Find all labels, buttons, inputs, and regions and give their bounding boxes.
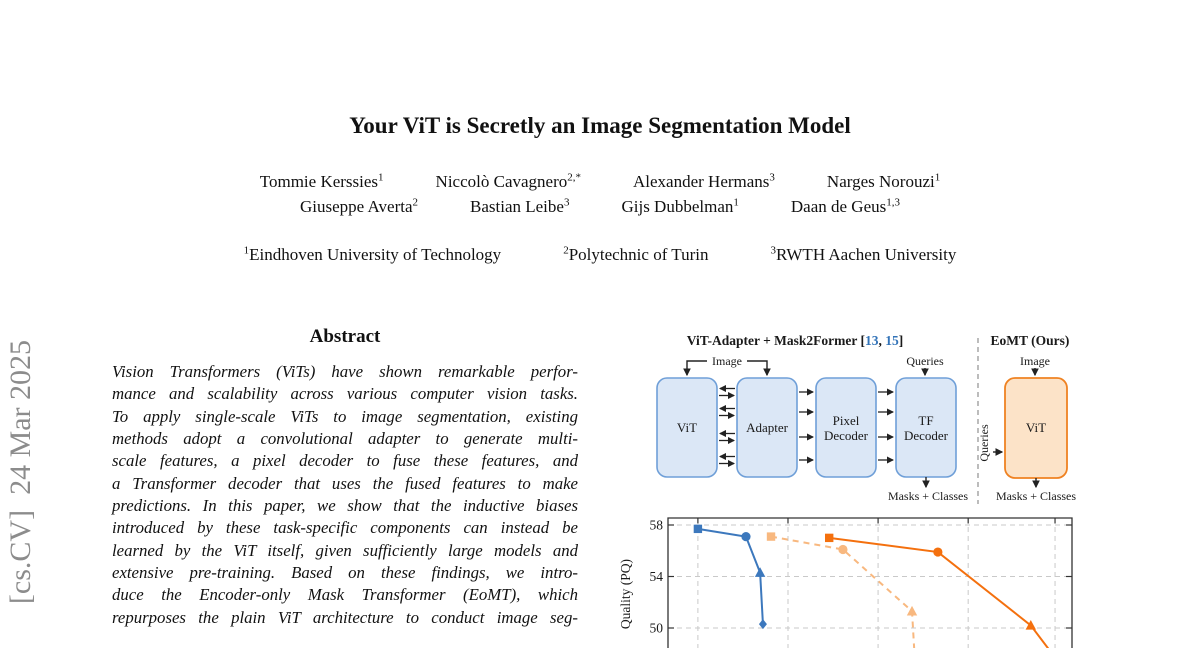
affiliation-sup: 1 bbox=[243, 244, 250, 257]
author-affiliation-sup: 3 bbox=[769, 171, 775, 184]
series-line-orange-dashed bbox=[770, 535, 916, 648]
eomt-vit-box-label: ViT bbox=[1026, 420, 1046, 435]
abstract-line: To apply single-scale ViTs to image segm… bbox=[112, 406, 578, 426]
abstract-text: Vision Transformers (ViTs) have shown re… bbox=[112, 361, 578, 629]
pixel-decoder-label-1: Pixel bbox=[833, 413, 860, 428]
author-affiliation-sup: 1,3 bbox=[886, 196, 900, 209]
pixel-decoder-box bbox=[815, 377, 877, 478]
image-label-left: Image bbox=[712, 354, 742, 368]
series-line-blue-solid bbox=[697, 527, 764, 625]
chart-gridlines bbox=[668, 518, 1072, 648]
abstract-line: duce the Encoder-only Mask Transformer (… bbox=[112, 585, 578, 605]
masks-classes-label-left: Masks + Classes bbox=[888, 489, 968, 503]
point-blue-solid-diamond bbox=[758, 619, 767, 630]
author-affiliation-sup: 1 bbox=[378, 171, 384, 184]
y-tick-58: 58 bbox=[650, 518, 664, 533]
abstract-line: predictions. In this paper, we show that… bbox=[112, 496, 578, 516]
vit-adapter-arrows bbox=[718, 384, 736, 468]
affiliation-sup: 2 bbox=[563, 244, 569, 257]
authors-row-2: Giuseppe Averta2 Bastian Leibe3 Gijs Dubbe… bbox=[100, 197, 1100, 217]
adapter-pixel-arrows bbox=[799, 388, 815, 464]
pixel-decoder-label-2: Decoder bbox=[824, 428, 869, 443]
authors-row-1: Tommie Kerssies1 Niccolò Cavagnero2,* Alex… bbox=[100, 172, 1100, 192]
author-name: Alexander Hermans3 bbox=[633, 171, 775, 191]
abstract-heading: Abstract bbox=[309, 326, 381, 347]
affiliation-sup: 3 bbox=[770, 244, 776, 257]
y-tick-54: 54 bbox=[650, 569, 664, 584]
chart-series bbox=[693, 524, 1050, 648]
abstract-line: introduced by these task-specific compon… bbox=[112, 518, 578, 538]
point-blue-solid-square bbox=[693, 524, 703, 534]
pixel-tf-arrows bbox=[878, 388, 895, 464]
abstract-line: scale features, a pixel decoder to fuse … bbox=[112, 451, 578, 471]
arxiv-watermark: [cs.CV] 24 Mar 2025 bbox=[4, 339, 37, 605]
citation-link-13[interactable]: 13 bbox=[865, 333, 879, 348]
point-orange-dashed-circle bbox=[838, 544, 848, 555]
author-name: Tommie Kerssies1 bbox=[259, 171, 384, 191]
point-orange-solid-square bbox=[824, 533, 834, 543]
point-orange-dashed-square bbox=[766, 532, 776, 541]
series-line-orange-solid bbox=[829, 536, 1050, 648]
author-name: Narges Norouzi1 bbox=[826, 171, 941, 191]
author-affiliation-sup: 2 bbox=[412, 196, 419, 209]
teaser-architecture-diagram: ViT-Adapter + Mask2Former [13, 15] EoMT … bbox=[656, 333, 1076, 504]
abstract-line: Vision Transformers (ViTs) have shown re… bbox=[112, 362, 578, 381]
citation-link-15[interactable]: 15 bbox=[885, 333, 899, 348]
page-title: Your ViT is Secretly an Image Segmentati… bbox=[349, 113, 851, 139]
abstract-line: mance and scalability across various com… bbox=[112, 384, 578, 404]
abstract-line: extensive pre-training. Based on these f… bbox=[112, 563, 578, 583]
affiliation: 1Eindhoven University of Technology bbox=[243, 244, 502, 264]
queries-label-left: Queries bbox=[906, 354, 944, 368]
author-affiliation-sup: 1 bbox=[934, 171, 941, 184]
point-blue-solid-triangle bbox=[754, 567, 766, 577]
affiliations: 1Eindhoven University of Technology 2Poly… bbox=[60, 245, 1140, 265]
plot-border bbox=[667, 517, 1073, 648]
diagram-right-title: EoMT (Ours) bbox=[991, 333, 1070, 348]
adapter-box-label: Adapter bbox=[746, 420, 789, 435]
author-name: Giuseppe Averta2 bbox=[300, 196, 419, 216]
queries-label-right: Queries bbox=[977, 424, 991, 462]
diagram-left-title: ViT-Adapter + Mask2Former [13, 15] bbox=[687, 333, 904, 348]
author-name: Bastian Leibe3 bbox=[470, 196, 570, 216]
masks-classes-label-right: Masks + Classes bbox=[996, 489, 1076, 503]
author-affiliation-sup: 3 bbox=[563, 196, 570, 209]
y-tick-marks bbox=[668, 524, 1072, 629]
author-affiliation-sup: 1 bbox=[733, 196, 739, 209]
vit-box bbox=[656, 377, 718, 478]
abstract-line: methods adopt a convolutional adapter to… bbox=[112, 429, 578, 449]
abstract-line: learned by the ViT itself, given suffici… bbox=[112, 540, 578, 560]
affiliation: 3RWTH Aachen University bbox=[770, 244, 957, 264]
abstract-line: repurposes the plain ViT architecture to… bbox=[112, 607, 578, 627]
teaser-chart: 58 54 50 Quality (PQ) bbox=[618, 517, 1073, 648]
author-name: Daan de Geus1,3 bbox=[790, 196, 900, 216]
abstract-line: a Transformer decoder that uses the fuse… bbox=[112, 473, 578, 493]
point-orange-dashed-triangle bbox=[906, 605, 918, 616]
point-orange-solid-circle bbox=[933, 547, 943, 557]
vit-box-label: ViT bbox=[677, 420, 697, 435]
y-tick-50: 50 bbox=[650, 621, 664, 636]
image-label-right: Image bbox=[1020, 354, 1050, 368]
point-orange-solid-triangle bbox=[1025, 620, 1036, 630]
author-affiliation-sup: 2,* bbox=[567, 171, 581, 184]
author-name: Niccolò Cavagnero2,* bbox=[435, 171, 581, 191]
affiliation: 2Polytechnic of Turin bbox=[563, 244, 709, 264]
author-name: Gijs Dubbelman1 bbox=[621, 196, 739, 216]
adapter-box bbox=[736, 377, 798, 478]
point-blue-solid-circle bbox=[741, 531, 751, 542]
tf-decoder-label-2: Decoder bbox=[904, 428, 949, 443]
tf-decoder-label-1: TF bbox=[918, 413, 933, 428]
y-axis-label: Quality (PQ) bbox=[618, 559, 633, 629]
